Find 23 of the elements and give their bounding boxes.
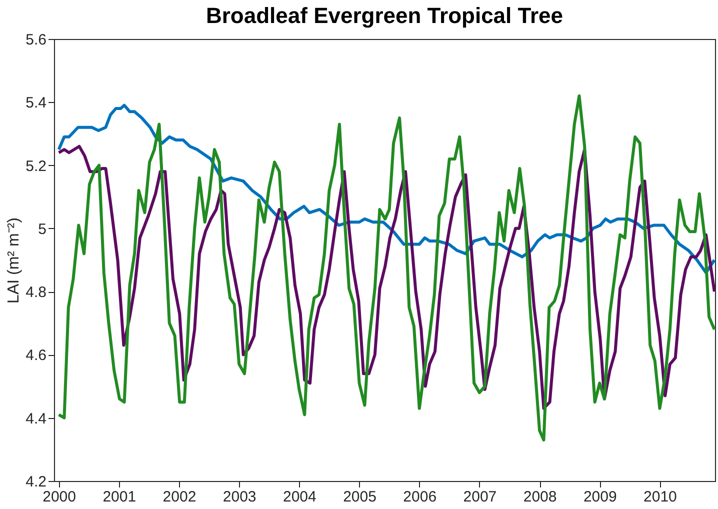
x-tick-label: 2009 <box>583 488 617 506</box>
x-tick-label: 2004 <box>282 488 316 506</box>
x-tick-label: 2006 <box>403 488 437 506</box>
x-tick-label: 2008 <box>523 488 557 506</box>
x-tick-label: 2007 <box>463 488 497 506</box>
y-tick-label: 5.4 <box>26 94 46 112</box>
x-tick-label: 2001 <box>102 488 136 506</box>
y-tick-label: 4.8 <box>26 284 46 302</box>
x-tick-label: 2000 <box>42 488 76 506</box>
y-tick-label: 5 <box>38 220 46 238</box>
y-tick-label: 4.2 <box>26 474 46 490</box>
y-tick-label: 4.4 <box>26 410 46 428</box>
y-tick-label: 4.6 <box>26 347 46 364</box>
line-series <box>57 94 716 442</box>
x-tick-label: 2005 <box>343 488 376 506</box>
x-tick-label: 2003 <box>222 488 256 506</box>
line-series <box>57 144 716 410</box>
x-tick-label: 2002 <box>162 488 196 506</box>
chart-title: Broadleaf Evergreen Tropical Tree <box>206 3 564 28</box>
y-tick-label: 5.2 <box>26 158 46 175</box>
y-tick-label: 5.6 <box>26 32 46 48</box>
x-tick-label: 2010 <box>644 488 677 506</box>
y-axis-title: LAI (m² m⁻²) <box>6 218 23 304</box>
